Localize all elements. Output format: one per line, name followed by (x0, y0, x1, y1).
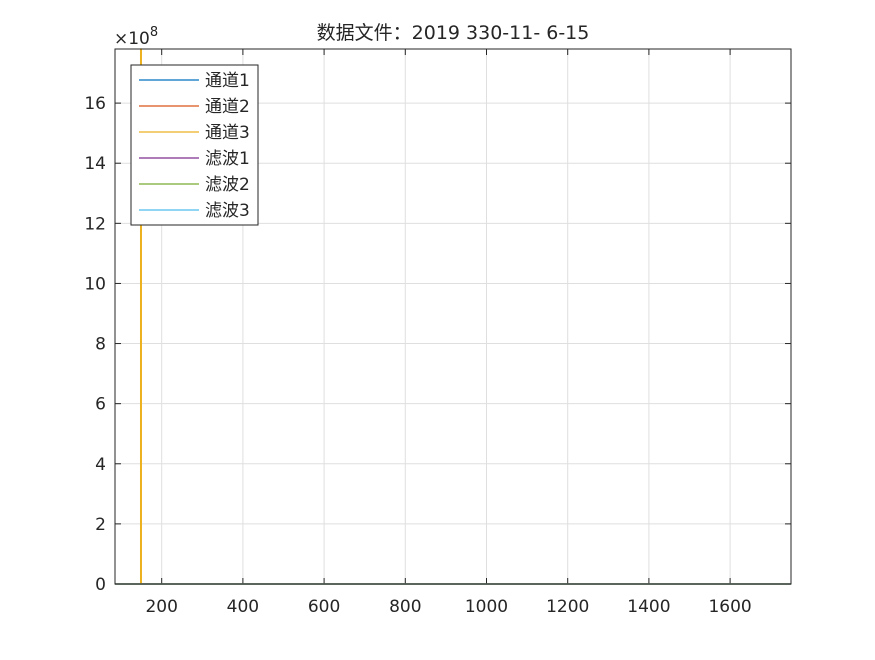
legend-label: 通道1 (205, 71, 250, 91)
y-tick-label: 8 (95, 335, 106, 355)
x-tick-label: 200 (145, 597, 177, 617)
y-axis-ticks: 0 2 4 6 8 10 12 14 16 (84, 94, 791, 595)
y-tick-label: 2 (95, 515, 106, 535)
legend-box (130, 64, 259, 226)
x-tick-label: 1400 (627, 597, 670, 617)
x-tick-label: 600 (308, 597, 340, 617)
legend-label: 滤波2 (205, 175, 250, 195)
legend-label: 滤波1 (205, 149, 250, 169)
legend-label: 通道2 (205, 97, 250, 117)
y-tick-label: 14 (84, 154, 106, 174)
y-exponent-power: 8 (150, 25, 158, 40)
x-tick-label: 1600 (708, 597, 751, 617)
y-exponent-base: ×10 (114, 29, 150, 49)
legend: 通道1 通道2 通道3 滤波1 滤波2 滤波3 (130, 64, 259, 226)
legend-label: 滤波3 (205, 201, 250, 221)
x-axis-ticks: 200 400 600 800 1000 1200 1400 1600 (145, 49, 752, 617)
x-tick-label: 1000 (465, 597, 508, 617)
x-tick-label: 400 (227, 597, 259, 617)
y-tick-label: 16 (84, 94, 106, 114)
grid-lines (115, 49, 791, 585)
y-exponent-label: ×108 (114, 25, 158, 49)
axes-box (114, 48, 792, 585)
y-tick-label: 6 (95, 395, 106, 415)
y-tick-label: 4 (95, 455, 106, 475)
legend-label: 通道3 (205, 123, 250, 143)
x-tick-label: 800 (389, 597, 421, 617)
y-tick-label: 12 (84, 214, 106, 234)
x-tick-label: 1200 (546, 597, 589, 617)
y-tick-label: 0 (95, 575, 106, 595)
chart-title: 数据文件：2019 330-11- 6-15 (317, 22, 590, 44)
y-tick-label: 10 (84, 274, 106, 294)
